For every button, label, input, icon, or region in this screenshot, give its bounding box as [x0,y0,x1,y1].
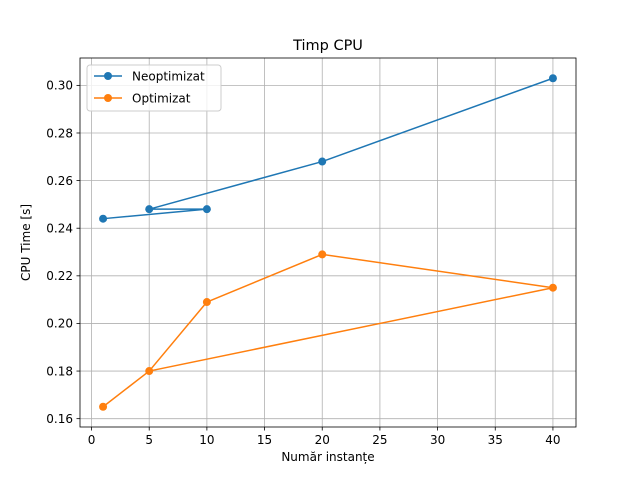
x-tick-label: 0 [88,433,96,447]
y-tick-label: 0.16 [46,412,73,426]
y-tick-label: 0.22 [46,269,73,283]
x-axis-title: Număr instanțe [281,450,374,464]
grid [80,58,576,427]
x-tick-label: 15 [257,433,272,447]
y-tick-label: 0.30 [46,79,73,93]
series-line-optimizat [102,253,554,408]
x-tick-label: 40 [545,433,560,447]
x-tick-label: 10 [199,433,214,447]
legend-marker-neoptimizat [104,72,112,80]
data-point-optimizat [202,298,211,307]
x-tick-label: 5 [145,433,153,447]
x-tick-label: 25 [372,433,387,447]
x-tick-label: 30 [430,433,445,447]
y-tick-label: 0.20 [46,317,73,331]
x-tick-label: 20 [315,433,330,447]
series-line-neoptimizat [103,77,554,220]
data-point-neoptimizat [548,74,557,83]
y-tick-label: 0.26 [46,174,73,188]
legend-marker-optimizat [104,94,112,102]
legend-label-optimizat: Optimizat [132,91,191,105]
data-point-optimizat [548,283,557,292]
x-tick-label: 35 [488,433,503,447]
y-tick-label: 0.24 [46,222,73,236]
data-point-optimizat [318,250,327,259]
y-axis-title: CPU Time [s] [19,204,33,281]
legend-label-neoptimizat: Neoptimizat [132,69,205,83]
y-tick-label: 0.28 [46,126,73,140]
data-point-optimizat [99,402,108,411]
data-point-neoptimizat [145,205,154,214]
data-point-neoptimizat [99,214,108,223]
y-tick-label: 0.18 [46,364,73,378]
chart-title: Timp CPU [292,38,363,54]
ticks: 0 5 10 15 20 25 30 35 40 0.16 0.18 0.20 0.22 0.24 0.26… [46,79,560,447]
data-point-neoptimizat [202,205,211,214]
plot-frame [79,57,577,428]
data-point-optimizat [145,367,154,376]
data-point-neoptimizat [318,157,327,166]
series-layer [99,74,557,411]
legend: Neoptimizat Optimizat [86,64,222,112]
